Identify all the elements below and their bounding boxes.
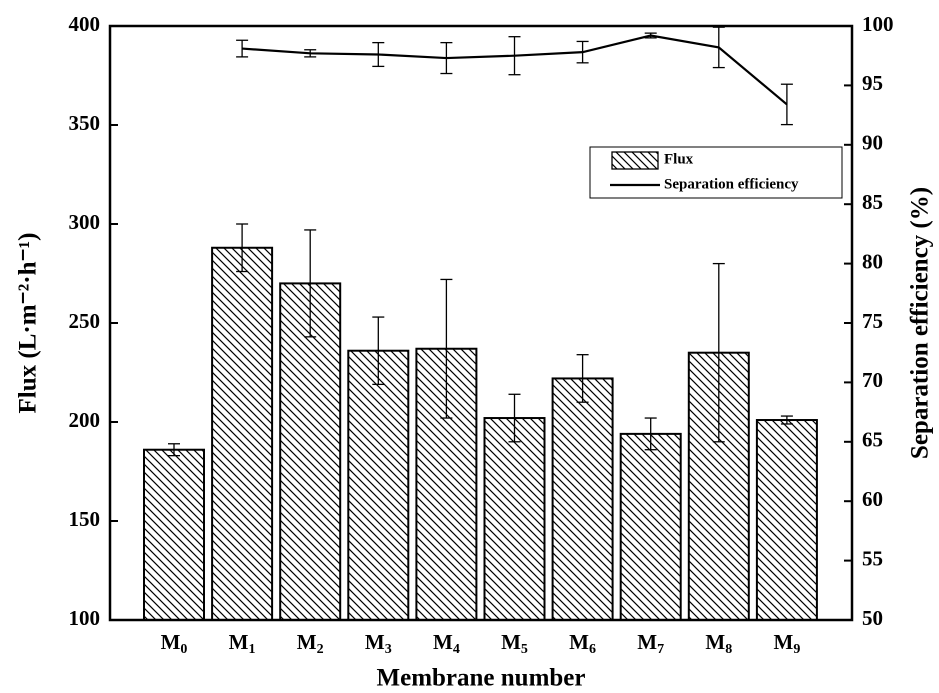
x-tick-label: M5 (501, 630, 528, 657)
x-tick-label: M0 (161, 630, 188, 657)
x-axis-title: Membrane number (377, 665, 586, 692)
legend-label: Separation efficiency (664, 176, 799, 192)
x-tick-label: M1 (229, 630, 256, 657)
error-bar (372, 316, 385, 386)
bar (619, 432, 682, 621)
error-bar (304, 229, 317, 338)
y-tick-label: 150 (69, 507, 101, 531)
error-bar (168, 443, 180, 457)
x-tick-label-sub: 2 (317, 642, 324, 657)
y2-axis-title: Separation efficiency (%) (907, 187, 934, 459)
error-bar (440, 278, 453, 419)
y-tick-label: 200 (69, 408, 101, 432)
x-tick-label: M9 (773, 630, 800, 657)
y-tick-label: 350 (69, 111, 101, 135)
x-tick-label: M4 (433, 630, 460, 657)
error-bar (644, 32, 657, 39)
y2-tick-label: 70 (862, 368, 883, 392)
y2-tick-label: 65 (862, 428, 883, 452)
bar (483, 417, 546, 622)
y-axis-title: Flux (L·m⁻²·h⁻¹) (15, 233, 42, 414)
bar (551, 377, 614, 621)
y2-tick-label: 55 (862, 546, 883, 570)
error-bar (780, 415, 793, 425)
x-tick-label-sub: 7 (657, 642, 664, 657)
y2-tick-label: 90 (862, 131, 883, 155)
y2-tick-label: 75 (862, 309, 883, 333)
x-tick-label: M7 (637, 630, 664, 657)
x-tick-label-sub: 1 (249, 642, 256, 657)
bar (279, 282, 342, 621)
x-tick-label-sub: 3 (385, 642, 392, 657)
x-tick-label-sub: 6 (589, 642, 596, 657)
y2-tick-label: 100 (862, 12, 894, 36)
x-tick-label-main: M (637, 630, 657, 654)
bar (143, 448, 205, 621)
bar (755, 419, 818, 621)
plot-frame (108, 24, 854, 622)
bar (211, 246, 274, 621)
x-tick-label-main: M (773, 630, 793, 654)
y2-tick-label: 95 (862, 71, 883, 95)
error-bar (508, 36, 521, 76)
error-bar (508, 393, 521, 443)
error-bar (576, 354, 589, 403)
error-bar (712, 262, 725, 443)
error-bar (780, 83, 793, 126)
x-tick-label-main: M (433, 630, 453, 654)
y2-tick-label: 85 (862, 190, 883, 214)
x-tick-label: M6 (569, 630, 596, 657)
y2-tick-label: 60 (862, 487, 883, 511)
x-tick-label-main: M (569, 630, 589, 654)
bar (347, 349, 410, 621)
x-tick-label-sub: 8 (725, 642, 732, 657)
x-tick-label: M8 (705, 630, 732, 657)
error-bar (644, 417, 657, 451)
error-bar (236, 39, 249, 58)
x-tick-label-sub: 5 (521, 642, 528, 657)
legend-swatch (611, 151, 659, 170)
legend-label: Flux (664, 151, 694, 167)
x-tick-label: M2 (297, 630, 324, 657)
error-bar (372, 41, 385, 68)
x-tick-label-main: M (297, 630, 317, 654)
y-tick-label: 100 (69, 606, 101, 630)
y-tick-label: 250 (69, 309, 101, 333)
x-tick-label-sub: 0 (180, 642, 187, 657)
y-tick-label: 300 (69, 210, 101, 234)
y-tick-label: 400 (69, 12, 101, 36)
y2-tick-label: 80 (862, 249, 883, 273)
x-tick-label-main: M (365, 630, 385, 654)
error-bar (576, 40, 589, 64)
x-tick-label-main: M (161, 630, 181, 654)
x-tick-label-sub: 4 (453, 642, 460, 657)
error-bar (440, 41, 453, 75)
x-tick-label: M3 (365, 630, 392, 657)
y2-tick-label: 50 (862, 606, 883, 630)
x-tick-label-main: M (501, 630, 521, 654)
error-bar (236, 223, 249, 273)
x-tick-label-main: M (229, 630, 249, 654)
x-tick-label-main: M (705, 630, 725, 654)
error-bar (304, 49, 317, 58)
x-tick-label-sub: 9 (793, 642, 800, 657)
